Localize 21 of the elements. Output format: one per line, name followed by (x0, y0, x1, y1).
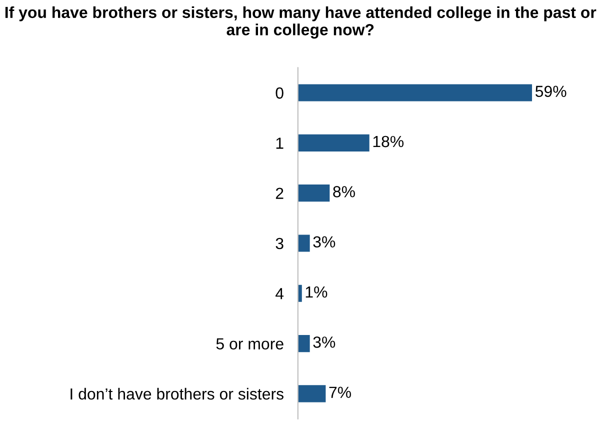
bar (298, 134, 370, 152)
data-label: 7% (329, 386, 351, 398)
bar (298, 234, 310, 252)
data-label: 1% (306, 286, 328, 298)
y-tick-label: 5 or more (216, 338, 284, 350)
bar (298, 84, 532, 102)
bar (298, 184, 330, 202)
y-tick-label: I don’t have brothers or sisters (70, 388, 284, 400)
bar (298, 335, 310, 352)
y-tick-label: 4 (276, 288, 284, 300)
data-label: 3% (313, 236, 336, 248)
chart-title: If you have brothers or sisters, how many have attended college in the past or are in college now? (5, 6, 596, 39)
y-tick-label: 3 (276, 238, 284, 250)
y-tick-label: 2 (276, 188, 284, 199)
data-label: 59% (536, 86, 566, 98)
data-label: 18% (373, 136, 404, 148)
data-label: 3% (313, 336, 336, 348)
data-label: 8% (333, 186, 355, 198)
bar (298, 385, 326, 402)
y-tick-label: 0 (276, 87, 284, 99)
y-tick-label: 1 (276, 138, 284, 149)
